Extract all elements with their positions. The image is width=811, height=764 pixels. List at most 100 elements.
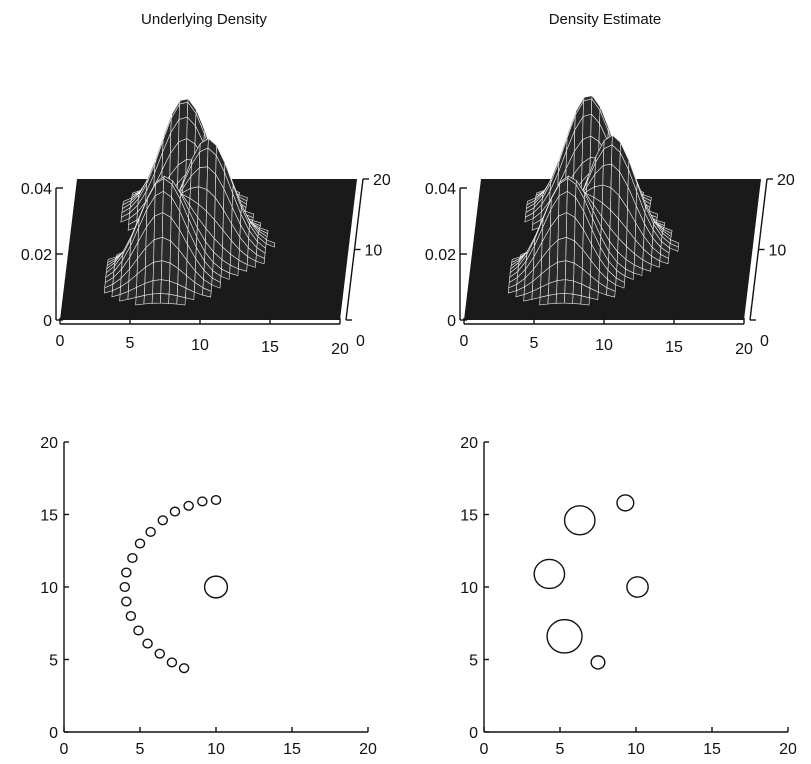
component-circle [626, 576, 649, 598]
surface-cell [582, 113, 592, 141]
z-tick-label: 0 [447, 313, 456, 330]
x-tick-label: 20 [359, 741, 377, 758]
x-tick-label: 20 [735, 341, 753, 358]
x-tick-label: 5 [556, 741, 565, 758]
surface-cell [160, 260, 171, 282]
surface-cell [642, 259, 652, 272]
x-tick-label: 10 [595, 337, 613, 354]
component-circle [133, 625, 144, 636]
surface-cell [557, 236, 567, 263]
surface-cell [153, 212, 164, 241]
scatter-plot-estimated-components: 0 5 10 15 20 0 5 10 15 20 [460, 435, 797, 758]
component-circle [157, 515, 169, 526]
component-circle [178, 663, 190, 674]
surface-cell [564, 279, 574, 295]
surface-cell [202, 287, 212, 298]
surface-cell [650, 255, 661, 268]
surface-plot-density-estimate: 0 0.02 0.04 0 5 10 15 20 0 10 20 [425, 94, 795, 358]
component-circle [119, 581, 131, 593]
x-tick-label: 10 [191, 337, 209, 354]
surface-cell [246, 256, 257, 268]
x-tick-label: 20 [779, 741, 797, 758]
y-tick-label: 0 [356, 333, 365, 350]
y-tick-label: 20 [373, 172, 391, 189]
y-tick-label: 20 [777, 172, 795, 189]
surface-cell [606, 287, 616, 298]
surface-cell [582, 98, 593, 118]
x-tick-label: 0 [460, 333, 469, 350]
component-circle [210, 494, 222, 506]
scatter-plot-underlying-components: 0 5 10 15 20 0 5 10 15 20 [40, 435, 377, 758]
z-tick-label: 0.04 [425, 181, 456, 198]
component-circle [145, 526, 156, 537]
x-tick-label: 5 [136, 741, 145, 758]
surface-cell [265, 239, 276, 248]
x-tick-label: 15 [261, 339, 279, 356]
y-tick-label: 15 [460, 508, 478, 525]
surface-cell [572, 293, 582, 305]
chart-title-density-estimate: Density Estimate [549, 11, 662, 28]
y-tick-label: 10 [365, 243, 383, 260]
x-tick-label: 15 [665, 339, 683, 356]
chart-title-underlying-density: Underlying Density [141, 11, 267, 28]
component-circle [142, 638, 153, 649]
surface-cell [211, 277, 221, 289]
surface-cell [152, 260, 163, 281]
z-tick-label: 0 [43, 313, 52, 330]
surface-cell [161, 212, 172, 242]
surface-cell [176, 295, 186, 306]
component-circle [546, 618, 583, 654]
surface-cell [565, 236, 575, 264]
surface-cell [565, 212, 576, 242]
z-tick-label: 0.02 [21, 247, 52, 264]
surface-cell [602, 163, 612, 189]
x-tick-label: 5 [126, 335, 135, 352]
component-circle [533, 558, 566, 590]
x-tick-label: 20 [331, 341, 349, 358]
surface-cell [547, 293, 557, 305]
surface-cell [152, 279, 162, 295]
x-tick-label: 10 [207, 741, 225, 758]
surface-cell [153, 236, 163, 263]
component-circle [203, 575, 229, 599]
y-tick-label: 5 [469, 653, 478, 670]
surface-cell [238, 259, 248, 272]
y-tick-label: 0 [49, 725, 58, 742]
surface-mesh [507, 94, 680, 306]
component-circle [616, 494, 635, 512]
surface-cell [178, 101, 189, 120]
y-tick-label: 10 [460, 580, 478, 597]
surface-cell [555, 293, 566, 304]
z-tick-label: 0.02 [425, 247, 456, 264]
surface-cell [633, 264, 643, 276]
surface-cell [198, 166, 208, 191]
surface-mesh [103, 97, 276, 306]
x-tick-label: 0 [480, 741, 489, 758]
surface-cell [143, 293, 153, 305]
surface-cell [557, 212, 568, 241]
y-tick-label: 20 [40, 435, 58, 452]
component-circle [169, 506, 181, 517]
component-circle [590, 655, 606, 670]
y-tick-label: 0 [469, 725, 478, 742]
component-circle [154, 648, 166, 659]
surface-cell [589, 287, 599, 301]
component-circle [121, 596, 132, 607]
x-tick-label: 15 [703, 741, 721, 758]
x-tick-label: 0 [56, 333, 65, 350]
surface-cell [161, 236, 171, 264]
surface-cell [185, 287, 195, 301]
surface-cell [580, 295, 590, 306]
component-circle [134, 538, 146, 549]
z-tick-label: 0.04 [21, 181, 52, 198]
x-tick-label: 0 [60, 741, 69, 758]
surface-plot-underlying-density: 0 0.02 0.04 0 5 10 15 20 0 10 20 [21, 97, 391, 358]
surface-cell [220, 268, 231, 280]
component-circle [166, 657, 178, 668]
y-tick-label: 10 [40, 580, 58, 597]
y-tick-label: 5 [49, 653, 58, 670]
component-circle [121, 567, 132, 578]
surface-cell [160, 279, 170, 295]
component-circle [125, 610, 137, 622]
